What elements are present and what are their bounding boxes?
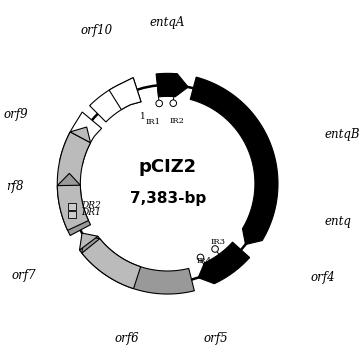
Polygon shape [57,174,80,186]
Text: orf7: orf7 [11,269,36,283]
Text: IR3: IR3 [211,238,226,246]
Bar [68,211,76,217]
Polygon shape [82,239,194,294]
Polygon shape [57,185,91,235]
Polygon shape [82,236,100,253]
Polygon shape [57,132,91,230]
Polygon shape [80,236,141,289]
Text: 7,383-bp: 7,383-bp [130,191,206,206]
Text: entqA: entqA [150,16,185,29]
Polygon shape [175,74,188,97]
Polygon shape [242,229,262,244]
Text: orf9: orf9 [3,108,28,121]
Polygon shape [70,127,91,143]
Polygon shape [198,263,214,284]
Text: rf8: rf8 [6,180,24,193]
Text: orf4: orf4 [311,271,336,284]
Polygon shape [109,78,141,110]
Text: pCIZ2: pCIZ2 [139,158,197,176]
Text: IR1: IR1 [146,118,161,126]
Circle shape [212,246,219,252]
Text: IR2: IR2 [170,117,185,125]
Text: orf6: orf6 [114,332,139,345]
Polygon shape [190,77,278,240]
Text: IR4: IR4 [196,257,211,265]
Text: entqB: entqB [324,128,360,141]
Text: orf5: orf5 [203,332,228,345]
Bar [68,203,76,210]
Text: entq: entq [324,215,351,228]
Text: orf10: orf10 [81,24,113,37]
Polygon shape [80,233,98,250]
Polygon shape [204,242,249,284]
Text: DR2: DR2 [81,201,101,210]
Circle shape [156,100,162,107]
Polygon shape [60,112,102,166]
Circle shape [170,100,176,107]
Text: 1: 1 [140,112,145,121]
Polygon shape [156,73,177,97]
Text: DR1: DR1 [81,208,101,217]
Polygon shape [90,78,141,122]
Circle shape [197,254,204,261]
